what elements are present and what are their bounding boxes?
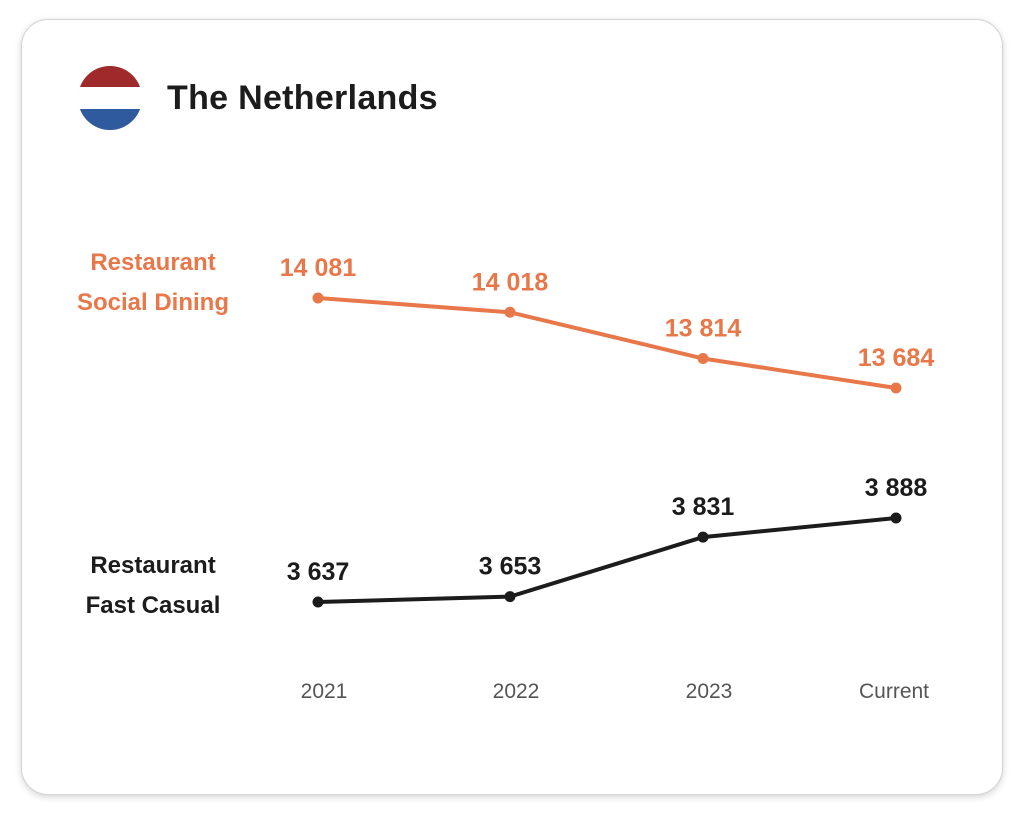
- x-tick-label: Current: [859, 680, 929, 703]
- data-point: [697, 531, 709, 543]
- x-tick-label: 2023: [686, 680, 733, 703]
- data-label: 13 814: [665, 315, 742, 343]
- series-line-1: [316, 296, 898, 390]
- flag-stripe-white: [78, 87, 142, 109]
- series-label: Restaurant: [90, 249, 215, 276]
- flag-stripe-blue: [78, 108, 142, 130]
- data-point: [504, 306, 516, 318]
- data-point: [312, 596, 324, 608]
- x-tick-label: 2022: [493, 680, 540, 703]
- data-label: 3 831: [672, 493, 735, 521]
- series-label: Fast Casual: [86, 592, 221, 619]
- data-label: 14 018: [472, 268, 549, 296]
- series-label: Social Dining: [77, 289, 229, 316]
- page-title: The Netherlands: [167, 79, 438, 117]
- chart-card: [22, 20, 1002, 794]
- data-label: 13 684: [858, 344, 935, 372]
- data-label: 3 888: [865, 474, 928, 502]
- data-point: [890, 382, 902, 394]
- netherlands-flag-icon: [78, 66, 142, 130]
- x-tick-label: 2021: [301, 680, 348, 703]
- flag-stripe-red: [78, 66, 142, 88]
- data-label: 3 653: [479, 553, 542, 581]
- series-line-2: [316, 516, 898, 604]
- data-point: [697, 353, 709, 365]
- data-label: 3 637: [287, 558, 350, 586]
- data-label: 14 081: [280, 254, 357, 282]
- data-point: [312, 292, 324, 304]
- data-point: [890, 512, 902, 524]
- series-label: Restaurant: [90, 552, 215, 579]
- data-point: [504, 591, 516, 603]
